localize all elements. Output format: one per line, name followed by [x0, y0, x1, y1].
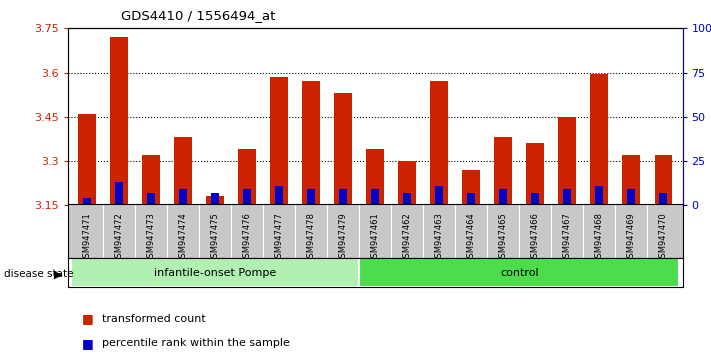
Text: GSM947471: GSM947471 [82, 212, 91, 263]
Bar [467, 193, 475, 205]
Bar [359, 258, 679, 287]
Bar [526, 143, 544, 205]
Bar [78, 114, 95, 205]
Text: ■: ■ [82, 337, 94, 350]
Bar [211, 193, 219, 205]
Text: GSM947472: GSM947472 [114, 212, 123, 263]
Text: GSM947473: GSM947473 [146, 212, 155, 263]
Bar [590, 74, 608, 205]
Bar [403, 193, 411, 205]
Bar [659, 193, 668, 205]
Bar [307, 189, 315, 205]
Bar [531, 193, 539, 205]
Bar [206, 196, 224, 205]
Text: ▶: ▶ [54, 269, 63, 279]
Text: GSM947467: GSM947467 [562, 212, 572, 263]
Text: GSM947476: GSM947476 [242, 212, 252, 263]
Bar [71, 258, 359, 287]
Bar [627, 189, 635, 205]
Bar [243, 189, 251, 205]
Text: transformed count: transformed count [102, 314, 205, 324]
Text: disease state: disease state [4, 269, 73, 279]
Bar [270, 77, 288, 205]
Text: GSM947474: GSM947474 [178, 212, 188, 263]
Text: GSM947463: GSM947463 [434, 212, 444, 263]
Bar [494, 137, 512, 205]
Text: GSM947479: GSM947479 [338, 212, 348, 263]
Bar [142, 155, 160, 205]
Text: GSM947478: GSM947478 [306, 212, 316, 263]
Text: infantile-onset Pompe: infantile-onset Pompe [154, 268, 276, 278]
Text: GDS4410 / 1556494_at: GDS4410 / 1556494_at [121, 9, 275, 22]
Bar [462, 170, 480, 205]
Bar [82, 198, 91, 205]
Bar [558, 117, 576, 205]
Bar [238, 149, 256, 205]
Bar [115, 182, 123, 205]
Text: GSM947468: GSM947468 [595, 212, 604, 263]
Bar [174, 137, 192, 205]
Bar [430, 81, 448, 205]
Bar [366, 149, 384, 205]
Text: GSM947469: GSM947469 [627, 212, 636, 263]
Text: percentile rank within the sample: percentile rank within the sample [102, 338, 289, 348]
Bar [595, 186, 603, 205]
Bar [110, 37, 127, 205]
Bar [179, 189, 187, 205]
Bar [302, 81, 320, 205]
Bar [147, 193, 155, 205]
Bar [275, 186, 283, 205]
Text: GSM947461: GSM947461 [370, 212, 380, 263]
Bar [398, 161, 416, 205]
Text: ■: ■ [82, 312, 94, 325]
Text: GSM947462: GSM947462 [402, 212, 412, 263]
Text: GSM947477: GSM947477 [274, 212, 284, 263]
Bar [339, 189, 347, 205]
Bar [334, 93, 352, 205]
Text: GSM947465: GSM947465 [498, 212, 508, 263]
Text: GSM947466: GSM947466 [530, 212, 540, 263]
Text: GSM947475: GSM947475 [210, 212, 220, 263]
Bar [563, 189, 571, 205]
Text: GSM947464: GSM947464 [466, 212, 476, 263]
Text: GSM947470: GSM947470 [659, 212, 668, 263]
Bar [435, 186, 443, 205]
Bar [499, 189, 507, 205]
Bar [623, 155, 640, 205]
Bar [371, 189, 379, 205]
Bar [655, 155, 672, 205]
Text: control: control [500, 268, 538, 278]
